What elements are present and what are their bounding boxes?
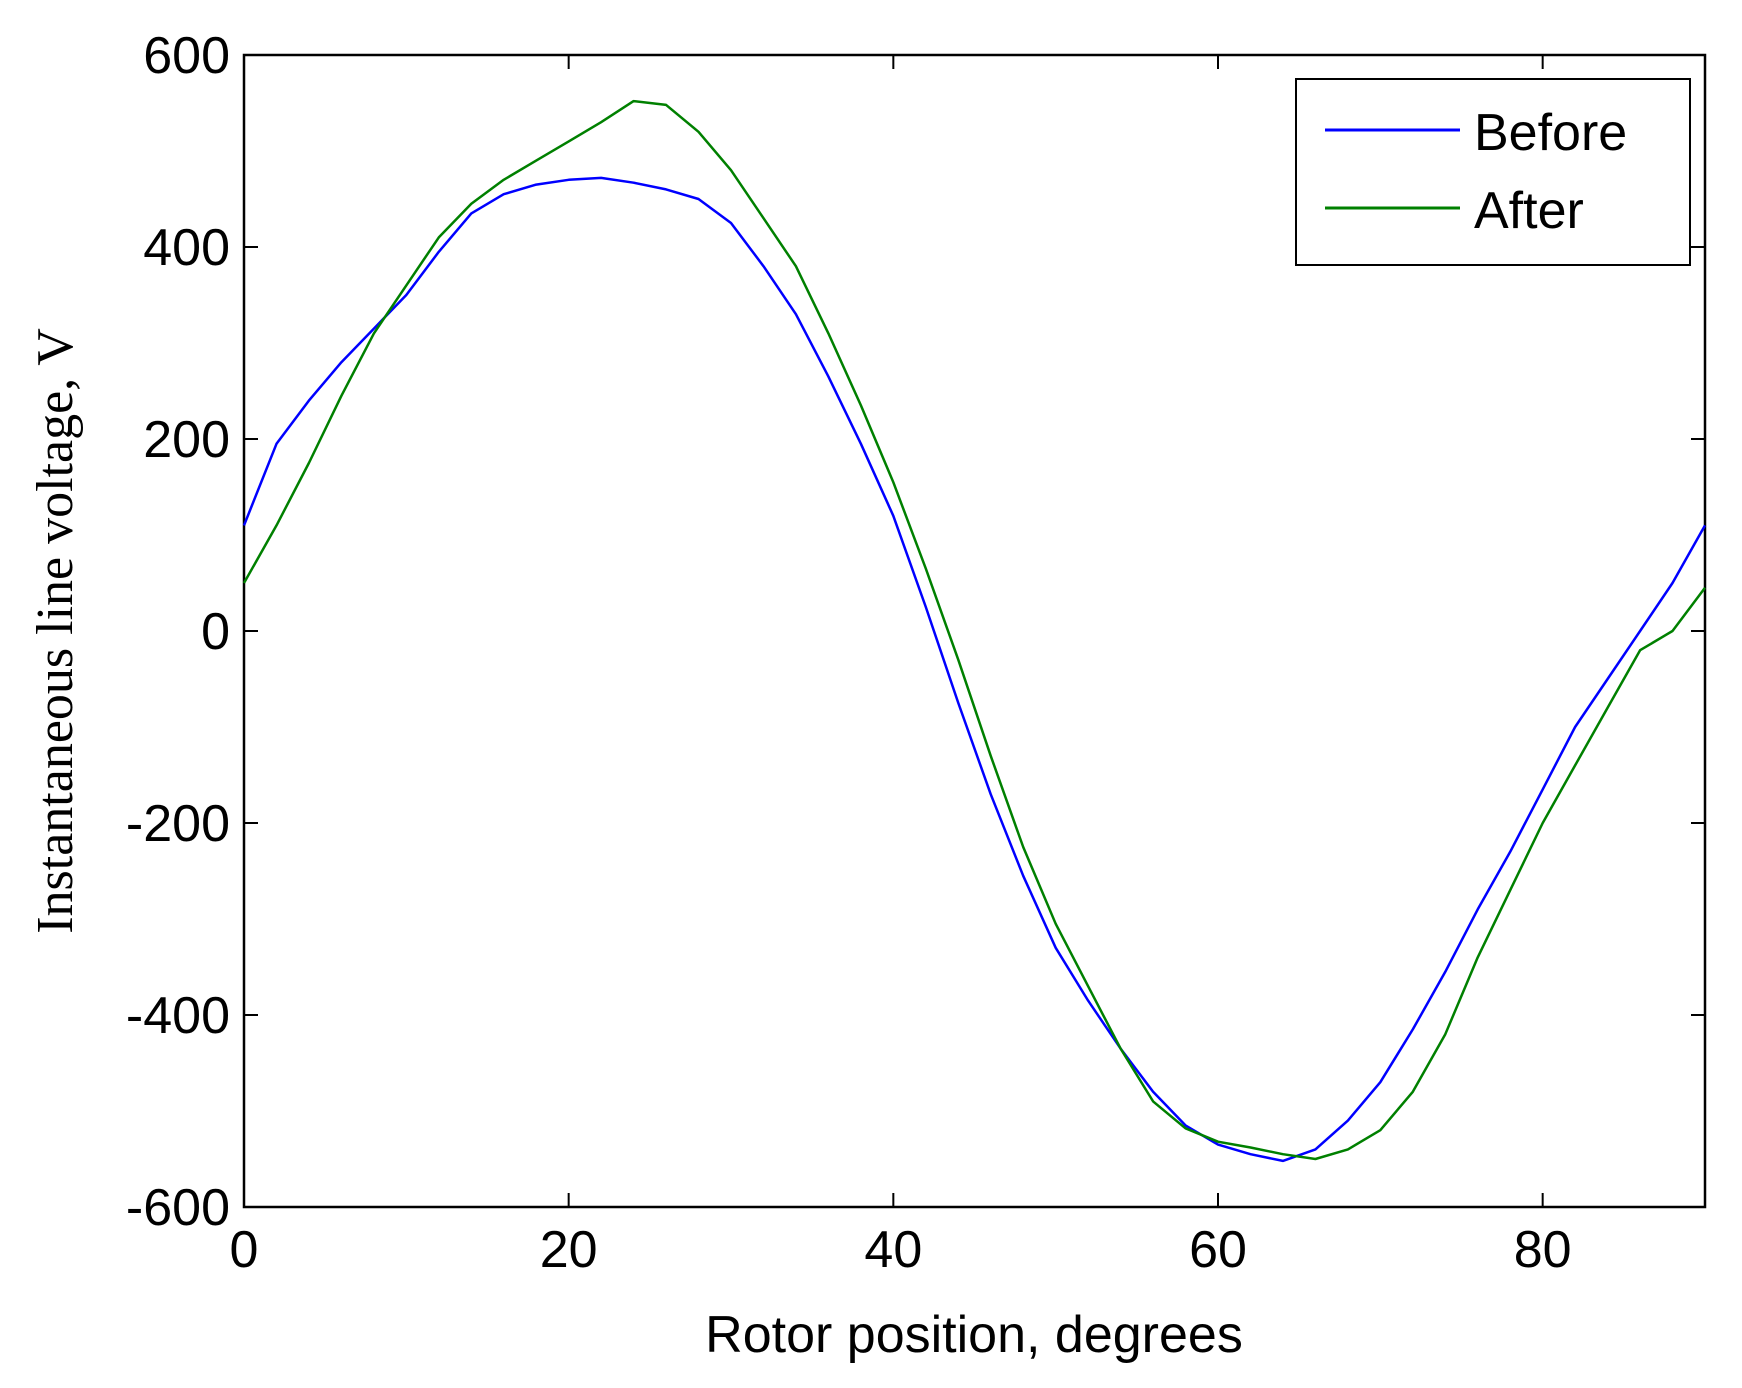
y-tick-label: 600 <box>143 27 230 85</box>
y-tick-label: -600 <box>126 1179 230 1237</box>
legend: Before After <box>1295 78 1691 266</box>
series-line-after <box>242 99 1706 1161</box>
x-tick-label: 80 <box>1514 1221 1572 1279</box>
axis-ticks: 0 20 40 60 80 600 400 200 0 -200 -400 -600 <box>126 27 1705 1279</box>
legend-label-after: After <box>1474 182 1584 240</box>
legend-box <box>1295 78 1691 266</box>
x-tick-label: 20 <box>540 1221 598 1279</box>
x-tick-label: 60 <box>1189 1221 1247 1279</box>
x-tick-label: 0 <box>230 1221 259 1279</box>
y-tick-label: -400 <box>126 987 230 1045</box>
x-tick-label: 40 <box>864 1221 922 1279</box>
y-tick-label: 0 <box>201 603 230 661</box>
y-tick-label: -200 <box>126 795 230 853</box>
y-tick-label: 400 <box>143 219 230 277</box>
y-axis-label: Instantaneous line voltage, V <box>27 328 84 934</box>
series-group <box>242 99 1707 1163</box>
series-line-before <box>242 176 1707 1163</box>
y-tick-label: 200 <box>143 411 230 469</box>
legend-label-before: Before <box>1474 104 1627 162</box>
x-axis-label: Rotor position, degrees <box>705 1306 1243 1364</box>
